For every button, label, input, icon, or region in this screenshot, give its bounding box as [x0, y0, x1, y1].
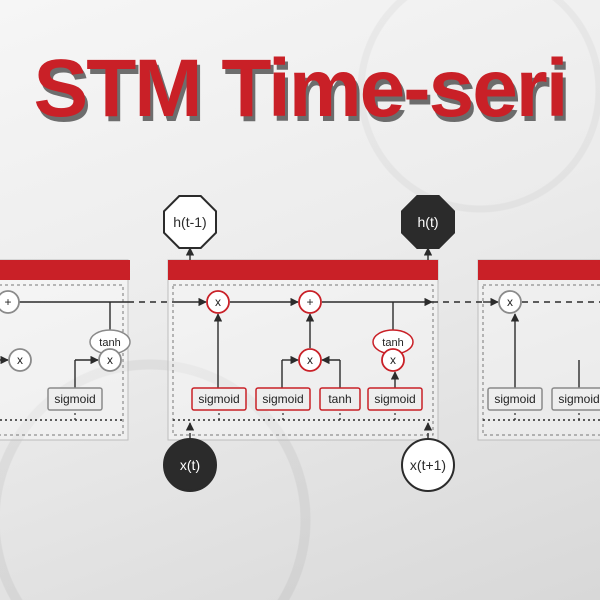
op-label: x: [307, 353, 313, 367]
gate-label: sigmoid: [54, 392, 95, 406]
op-label: x: [107, 353, 113, 367]
cell-header-bar: [478, 260, 600, 280]
input-label: x(t+1): [410, 457, 446, 473]
op-label: x: [17, 353, 23, 367]
gate-label: tanh: [328, 392, 351, 406]
op-label: x: [390, 353, 396, 367]
cell-frame: [478, 260, 600, 440]
op-label: x: [215, 295, 221, 309]
gate-label: sigmoid: [558, 392, 599, 406]
gate-label: sigmoid: [374, 392, 415, 406]
tanh-label: tanh: [382, 337, 403, 349]
lstm-diagram: STM Time-seri STM Time-seri tanhsigmoids…: [0, 0, 600, 600]
op-label: +: [306, 295, 313, 309]
hidden-state-label: h(t): [418, 214, 439, 230]
hidden-state-label: h(t-1): [173, 214, 206, 230]
gate-label: sigmoid: [494, 392, 535, 406]
input-label: x(t): [180, 457, 200, 473]
gate-label: sigmoid: [262, 392, 303, 406]
op-label: +: [4, 295, 11, 309]
op-label: x: [507, 295, 513, 309]
cell-header-bar: [168, 260, 438, 280]
cell-header-bar: [0, 260, 130, 280]
gate-label: sigmoid: [198, 392, 239, 406]
tanh-label: tanh: [99, 337, 120, 349]
diagram-svg: tanh sigmoid sigmoid sigmoid tanh sigmoid sigm…: [0, 0, 600, 600]
